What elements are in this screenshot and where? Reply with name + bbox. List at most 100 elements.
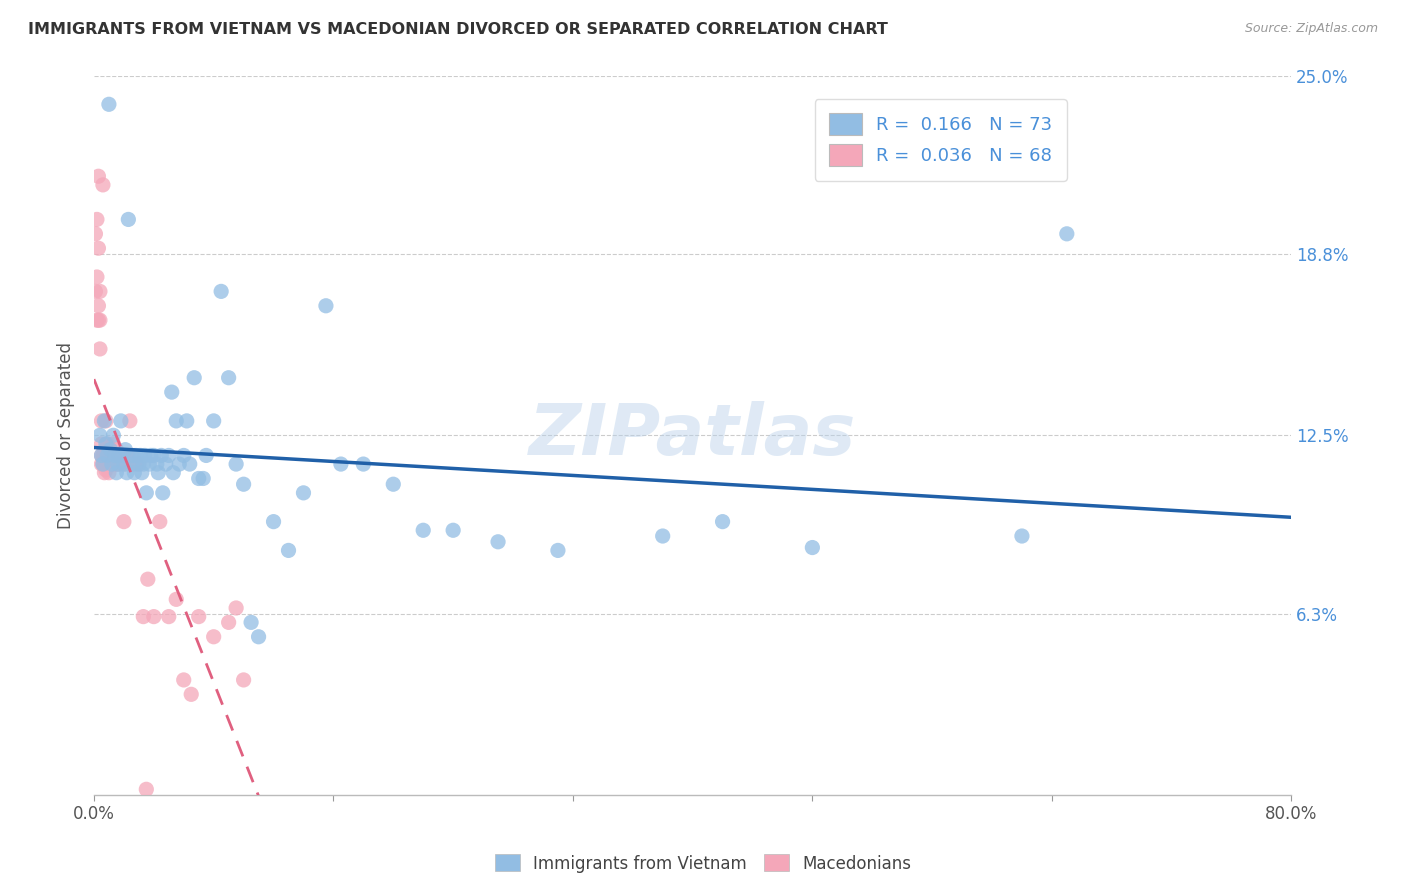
Legend: R =  0.166   N = 73, R =  0.036   N = 68: R = 0.166 N = 73, R = 0.036 N = 68: [815, 99, 1067, 181]
Point: [180, 687, 202, 701]
Point: [218, 615, 240, 630]
Point: [152, 486, 174, 500]
Point: [107, 449, 129, 463]
Point: [263, 515, 285, 529]
Point: [117, 212, 139, 227]
Point: [157, 449, 180, 463]
Point: [90, 414, 112, 428]
Point: [93, 466, 115, 480]
Point: [277, 543, 299, 558]
Point: [112, 515, 135, 529]
Point: [138, 457, 160, 471]
Point: [89, 428, 111, 442]
Point: [179, 457, 201, 471]
Point: [146, 457, 169, 471]
Text: ZIPatlas: ZIPatlas: [529, 401, 856, 470]
Point: [103, 428, 125, 442]
Point: [105, 457, 128, 471]
Point: [87, 169, 110, 184]
Y-axis label: Divorced or Separated: Divorced or Separated: [58, 342, 75, 529]
Point: [91, 178, 114, 192]
Point: [173, 673, 195, 687]
Text: Source: ZipAtlas.com: Source: ZipAtlas.com: [1244, 22, 1378, 36]
Point: [547, 543, 569, 558]
Point: [115, 466, 138, 480]
Point: [160, 385, 183, 400]
Point: [139, 449, 162, 463]
Point: [87, 313, 110, 327]
Point: [89, 285, 111, 299]
Point: [97, 457, 120, 471]
Point: [240, 615, 263, 630]
Point: [103, 437, 125, 451]
Point: [202, 630, 225, 644]
Point: [136, 572, 159, 586]
Text: IMMIGRANTS FROM VIETNAM VS MACEDONIAN DIVORCED OR SEPARATED CORRELATION CHART: IMMIGRANTS FROM VIETNAM VS MACEDONIAN DI…: [28, 22, 889, 37]
Point: [120, 449, 142, 463]
Point: [94, 463, 117, 477]
Point: [124, 466, 146, 480]
Point: [128, 457, 150, 471]
Point: [89, 342, 111, 356]
Point: [115, 449, 138, 463]
Point: [112, 449, 135, 463]
Point: [86, 313, 108, 327]
Point: [202, 414, 225, 428]
Point: [651, 529, 673, 543]
Point: [91, 457, 114, 471]
Point: [94, 437, 117, 451]
Point: [97, 97, 120, 112]
Point: [135, 782, 157, 797]
Point: [108, 449, 131, 463]
Point: [352, 457, 374, 471]
Point: [86, 270, 108, 285]
Point: [225, 457, 247, 471]
Point: [486, 534, 509, 549]
Point: [87, 241, 110, 255]
Point: [87, 299, 110, 313]
Point: [110, 457, 132, 471]
Point: [150, 449, 173, 463]
Point: [94, 414, 117, 428]
Point: [96, 449, 118, 463]
Point: [105, 466, 128, 480]
Point: [100, 457, 122, 471]
Point: [1011, 529, 1033, 543]
Point: [96, 457, 118, 471]
Point: [94, 457, 117, 471]
Point: [112, 457, 135, 471]
Point: [104, 449, 127, 463]
Point: [84, 227, 107, 241]
Point: [96, 437, 118, 451]
Point: [232, 477, 254, 491]
Point: [329, 457, 352, 471]
Point: [114, 442, 136, 457]
Point: [91, 449, 114, 463]
Point: [135, 486, 157, 500]
Point: [134, 449, 156, 463]
Point: [86, 212, 108, 227]
Point: [128, 457, 150, 471]
Point: [148, 466, 170, 480]
Point: [121, 449, 143, 463]
Point: [93, 449, 115, 463]
Point: [105, 442, 128, 457]
Point: [90, 457, 112, 471]
Point: [165, 414, 187, 428]
Point: [125, 457, 148, 471]
Point: [142, 609, 165, 624]
Point: [101, 457, 124, 471]
Point: [131, 466, 153, 480]
Point: [90, 449, 112, 463]
Point: [111, 449, 134, 463]
Point: [711, 515, 734, 529]
Point: [101, 457, 124, 471]
Point: [93, 457, 115, 471]
Point: [125, 449, 148, 463]
Point: [110, 414, 132, 428]
Point: [382, 477, 405, 491]
Point: [195, 449, 218, 463]
Point: [100, 449, 122, 463]
Point: [104, 449, 127, 463]
Legend: Immigrants from Vietnam, Macedonians: Immigrants from Vietnam, Macedonians: [488, 847, 918, 880]
